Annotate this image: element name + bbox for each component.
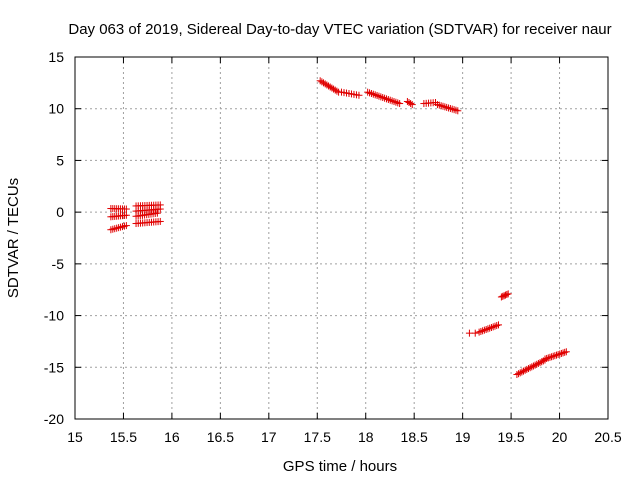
x-axis-label: GPS time / hours xyxy=(283,458,397,475)
x-tick-label: 16 xyxy=(164,429,180,445)
data-point xyxy=(408,101,416,109)
x-tick-labels: 15 15.5 16 16.5 17 17.5 18 18.5 19 19.5 20 20.5 xyxy=(67,429,622,445)
data-point xyxy=(529,362,537,370)
data-point xyxy=(156,205,164,213)
chart-title: Day 063 of 2019, Sidereal Day-to-day VTE… xyxy=(68,21,611,38)
data-point xyxy=(518,368,526,376)
data-point xyxy=(484,325,492,333)
x-tick-label: 18.5 xyxy=(401,429,428,445)
data-point xyxy=(526,364,534,372)
x-tick-label: 15 xyxy=(67,429,83,445)
data-point xyxy=(549,352,557,360)
data-point xyxy=(523,365,531,373)
data-point xyxy=(355,91,363,99)
data-point xyxy=(521,366,529,374)
data-point xyxy=(480,326,488,334)
data-point xyxy=(122,211,130,219)
y-tick-label: 15 xyxy=(48,49,64,65)
data-point xyxy=(454,107,462,115)
tick-marks xyxy=(74,56,609,420)
data-point xyxy=(543,354,551,362)
data-point xyxy=(528,363,536,371)
data-point xyxy=(561,348,569,356)
data-point xyxy=(524,365,532,373)
y-tick-label: -10 xyxy=(44,308,64,324)
data-point xyxy=(534,359,542,367)
data-point xyxy=(153,209,161,217)
data-point xyxy=(503,290,511,298)
data-point xyxy=(554,351,562,359)
y-tick-label: -15 xyxy=(44,359,64,375)
data-point xyxy=(479,327,487,335)
data-point xyxy=(477,327,485,335)
data-point xyxy=(475,328,483,336)
x-tick-label: 16.5 xyxy=(207,429,234,445)
data-point xyxy=(552,351,560,359)
data-point xyxy=(489,323,497,331)
data-point xyxy=(551,352,559,360)
y-tick-label: 5 xyxy=(56,152,64,168)
data-point xyxy=(546,353,554,361)
data-point xyxy=(471,329,479,337)
y-tick-label: 0 xyxy=(56,204,64,220)
data-point xyxy=(562,348,570,356)
x-tick-label: 19 xyxy=(455,429,471,445)
x-tick-label: 19.5 xyxy=(497,429,524,445)
y-tick-labels: -20 -15 -10 -5 0 5 10 15 xyxy=(44,49,64,427)
data-point xyxy=(156,217,164,225)
data-point xyxy=(559,349,567,357)
data-point xyxy=(407,100,415,108)
x-tick-label: 15.5 xyxy=(110,429,137,445)
data-point xyxy=(482,325,490,333)
data-point xyxy=(486,324,494,332)
data-point xyxy=(504,290,512,298)
x-tick-label: 17 xyxy=(261,429,277,445)
x-tick-label: 17.5 xyxy=(304,429,331,445)
y-tick-label: -5 xyxy=(52,256,65,272)
data-point xyxy=(494,321,502,329)
plot-frame xyxy=(74,56,609,420)
y-axis-label: SDTVAR / TECUs xyxy=(5,178,22,298)
data-point xyxy=(516,369,524,377)
data-point xyxy=(541,355,549,363)
data-point xyxy=(557,349,565,357)
data-point xyxy=(515,370,523,378)
data-points xyxy=(107,77,570,379)
data-point xyxy=(491,322,499,330)
data-point xyxy=(122,222,130,230)
data-point xyxy=(556,350,564,358)
data-point xyxy=(513,371,521,379)
data-point xyxy=(487,324,495,332)
y-tick-label: 10 xyxy=(48,101,64,117)
data-point xyxy=(333,87,341,95)
x-tick-label: 20.5 xyxy=(594,429,621,445)
data-point xyxy=(531,361,539,369)
grid xyxy=(75,57,608,419)
x-tick-label: 18 xyxy=(358,429,374,445)
y-tick-label: -20 xyxy=(44,411,64,427)
data-point xyxy=(533,360,541,368)
data-point xyxy=(122,205,130,213)
x-tick-label: 20 xyxy=(552,429,568,445)
data-point xyxy=(520,367,528,375)
data-point xyxy=(396,100,404,108)
data-point xyxy=(536,359,544,367)
data-point xyxy=(548,353,556,361)
data-point xyxy=(544,354,552,362)
data-point xyxy=(493,322,501,330)
